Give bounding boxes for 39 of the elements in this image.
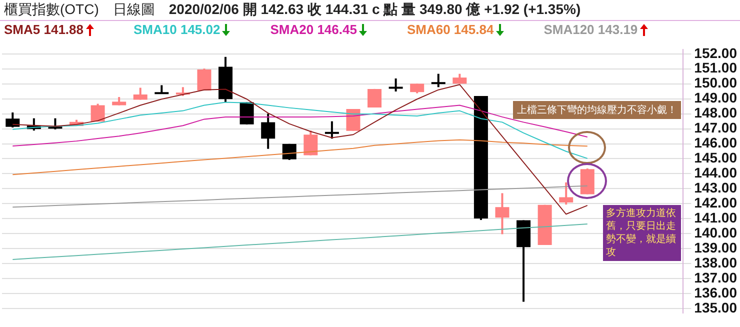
y-tick-label: 150.00 (694, 74, 738, 91)
candlestick (324, 120, 339, 140)
candlestick (495, 192, 510, 236)
y-tick-label: 138.00 (694, 254, 738, 270)
candlestick (282, 142, 296, 161)
text: SMA120 143.19 (544, 22, 639, 37)
y-tick-label: 143.00 (694, 180, 738, 196)
y-tick-label: 149.00 (694, 90, 738, 106)
candlestick (346, 108, 360, 132)
candlestick (431, 72, 446, 88)
text: SMA5 141.88 (4, 22, 84, 37)
y-tick-label: 148.00 (694, 104, 738, 121)
y-tick-label: 152.00 (694, 44, 738, 61)
chart-title: 櫃買指數(OTC) 日線圖 (4, 1, 155, 19)
y-tick-label: 140.00 (694, 224, 738, 240)
y-tick-label: 145.00 (694, 150, 738, 166)
y-tick-label: 146.00 (694, 134, 738, 151)
y-tick-label: 144.00 (694, 164, 738, 181)
y-tick-label: 137.00 (694, 269, 738, 286)
text: SMA60 145.84 (406, 22, 495, 37)
y-tick-label: 142.00 (694, 194, 738, 211)
y-tick-label: 151.00 (694, 60, 738, 76)
chart-subtitle: 2020/02/06 開 142.63 收 144.31 c 點 量 349.80 億 +1.92 (+1.35%) (168, 1, 581, 19)
y-tick-label: 136.00 (694, 284, 738, 300)
annotation: 上檔三條下彎的均線壓力不容小覷！ (513, 101, 682, 120)
text: 多方進攻力道依舊，只要日出走勢不變，就是續攻 (603, 205, 682, 262)
y-tick-label: 147.00 (694, 120, 738, 136)
text: SMA10 145.02 (134, 22, 222, 37)
y-tick-label: 135.00 (694, 299, 738, 316)
candlestick (559, 181, 574, 206)
candlestick (6, 111, 20, 128)
candlestick (261, 112, 276, 150)
text: SMA20 146.45 (270, 22, 358, 37)
y-tick-label: 139.00 (694, 239, 738, 256)
candlestick (197, 68, 212, 92)
candlestick (388, 77, 403, 92)
y-tick-label: 141.00 (694, 210, 738, 226)
candlestick (304, 130, 318, 156)
candlestick (410, 82, 424, 94)
